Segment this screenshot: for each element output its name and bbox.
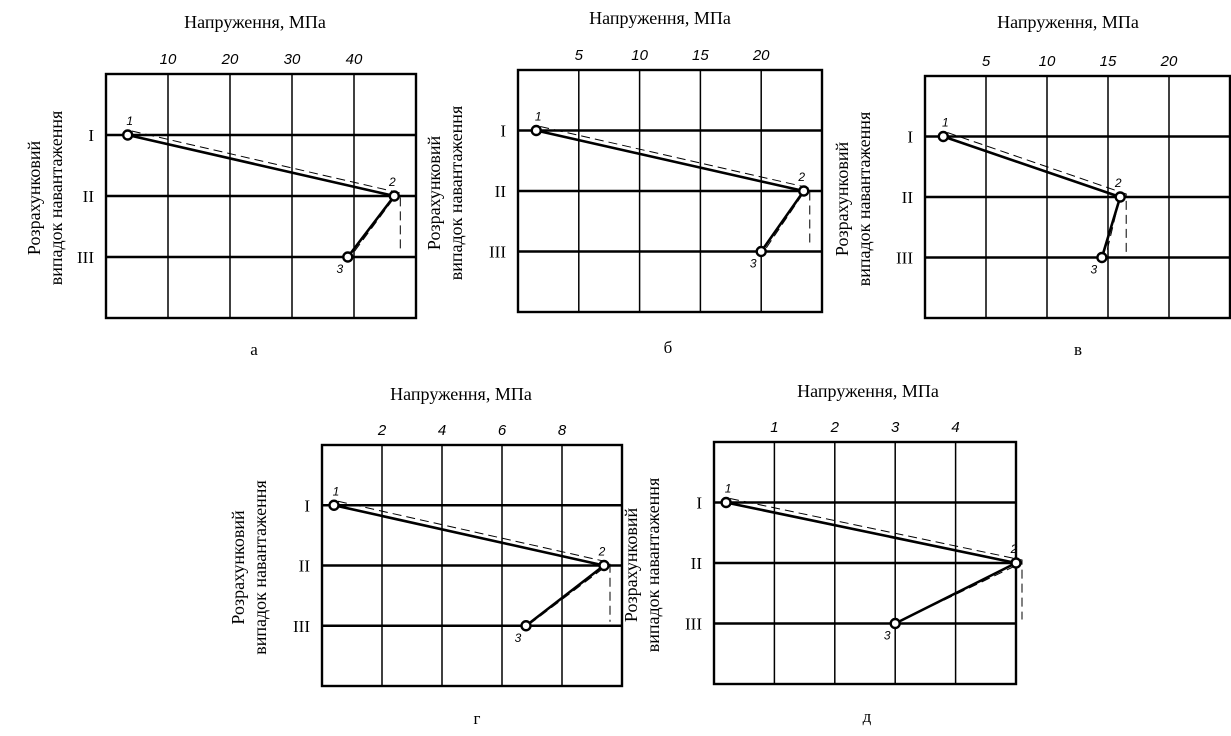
data-point-label: 1 — [333, 484, 340, 498]
data-point-2 — [1114, 191, 1126, 203]
series-dashed-line — [540, 126, 811, 248]
series-dashed-line — [947, 132, 1127, 254]
data-point-label: 1 — [942, 116, 949, 130]
data-point-3 — [889, 617, 901, 630]
y-axis-label-line-1: Розрахунковий — [832, 142, 852, 257]
data-point-label: 3 — [515, 631, 522, 645]
data-point-3 — [342, 251, 354, 263]
data-point-3 — [1096, 251, 1108, 264]
series-dashed-line — [729, 498, 1023, 620]
data-point-label: 3 — [336, 262, 343, 276]
category-label: III — [896, 249, 913, 268]
chart-title: Напруження, МПа — [589, 8, 731, 28]
y-axis-label-line-1: Розрахунковий — [621, 508, 641, 623]
category-label: I — [304, 496, 310, 515]
data-point-label: 3 — [1091, 263, 1098, 277]
data-point-label: 2 — [1114, 176, 1122, 190]
data-point-1 — [328, 499, 340, 511]
y-axis-label-line-2: випадок навантаження — [643, 478, 663, 652]
y-axis-label-line-2: випадок навантаження — [446, 106, 466, 280]
x-tick-label: 20 — [221, 51, 239, 68]
series-dashed-line — [764, 193, 804, 250]
x-tick-label: 40 — [346, 51, 363, 68]
data-point-label: 2 — [797, 170, 805, 184]
data-point-label: 3 — [884, 629, 891, 643]
category-label: II — [691, 554, 703, 573]
category-label: III — [293, 617, 310, 636]
data-point-1 — [720, 496, 732, 509]
data-point-2 — [1010, 557, 1022, 569]
chart-title: Напруження, МПа — [797, 381, 939, 401]
category-label: II — [83, 187, 95, 206]
x-tick-label: 5 — [575, 47, 584, 64]
data-point-label: 2 — [1010, 542, 1018, 556]
data-point-2 — [798, 185, 810, 197]
data-point-label: 1 — [535, 110, 542, 124]
category-label: II — [495, 182, 507, 201]
y-axis-label-line-1: Розрахунковий — [24, 141, 44, 256]
x-tick-label: 1 — [770, 419, 778, 436]
x-tick-label: 20 — [752, 47, 770, 64]
y-axis-label-line-2: випадок навантаження — [46, 111, 66, 285]
category-label: II — [299, 557, 311, 576]
category-label: I — [500, 122, 506, 141]
y-axis-label-line-2: випадок навантаження — [250, 480, 270, 654]
series-dashed-line — [1105, 199, 1120, 256]
category-label: III — [77, 248, 94, 267]
x-tick-label: 2 — [830, 419, 840, 436]
chart-title: Напруження, МПа — [997, 12, 1139, 32]
x-tick-label: 10 — [631, 47, 648, 64]
chart-title: Напруження, МПа — [184, 12, 326, 32]
data-point-3 — [755, 245, 767, 258]
panel-caption: в — [1074, 340, 1082, 359]
data-point-2 — [388, 190, 400, 202]
data-point-2 — [598, 559, 610, 572]
category-label: II — [902, 188, 914, 207]
x-tick-label: 6 — [498, 422, 507, 439]
chart-title: Напруження, МПа — [390, 384, 532, 404]
category-label: I — [907, 128, 913, 147]
data-point-label: 2 — [598, 545, 606, 559]
category-label: III — [685, 615, 702, 634]
data-point-1 — [121, 129, 134, 141]
x-tick-label: 4 — [951, 419, 959, 436]
panel-caption: а — [250, 340, 258, 359]
x-tick-label: 10 — [1039, 53, 1056, 70]
category-label: III — [489, 243, 506, 262]
category-label: I — [696, 494, 702, 513]
y-axis-label-line-1: Розрахунковий — [228, 510, 248, 625]
data-point-label: 1 — [725, 482, 732, 496]
x-tick-label: 3 — [891, 419, 900, 436]
y-axis-label-line-1: Розрахунковий — [424, 136, 444, 251]
x-tick-label: 8 — [558, 422, 567, 439]
x-tick-label: 2 — [377, 422, 387, 439]
x-tick-label: 15 — [692, 47, 709, 64]
data-point-label: 2 — [388, 175, 396, 189]
panel-caption: б — [664, 338, 673, 357]
y-axis-label-line-2: випадок навантаження — [854, 112, 874, 286]
series-dashed-line — [131, 130, 401, 253]
x-tick-label: 4 — [438, 422, 446, 439]
series-dashed-line — [337, 500, 611, 622]
x-tick-label: 20 — [1160, 53, 1178, 70]
x-tick-label: 5 — [982, 53, 991, 70]
data-point-3 — [520, 620, 532, 632]
x-tick-label: 10 — [160, 51, 177, 68]
category-label: I — [88, 126, 94, 145]
series-dashed-line — [351, 198, 394, 256]
panel-caption: г — [474, 709, 481, 728]
data-point-1 — [937, 130, 949, 143]
x-tick-label: 15 — [1100, 53, 1117, 70]
panel-caption: д — [863, 707, 872, 726]
data-point-label: 1 — [126, 114, 133, 128]
data-point-1 — [530, 124, 542, 137]
x-tick-label: 30 — [284, 51, 301, 68]
data-point-label: 3 — [750, 257, 757, 271]
